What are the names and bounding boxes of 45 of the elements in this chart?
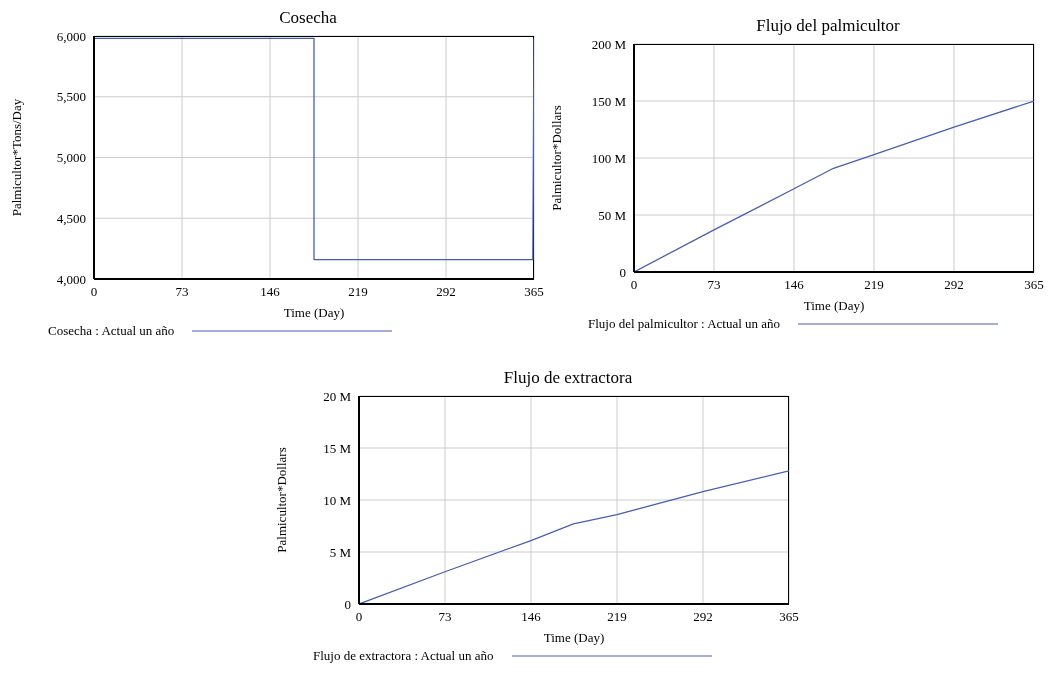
text: Cosecha : Actual un año (48, 323, 175, 339)
y-tick-label: 0 (619, 264, 626, 280)
text: Flujo de extractora : Actual un año (313, 648, 494, 664)
y-tick-label: 5,500 (56, 89, 86, 105)
x-tick-label: 292 (944, 277, 964, 293)
x-tick-label: 219 (864, 277, 884, 293)
chart-title: Cosecha (278, 8, 338, 28)
x-tick-label: 73 (707, 277, 721, 293)
x-tick-label: 146 (521, 609, 542, 625)
x-tick-label: 0 (630, 277, 638, 293)
x-tick-label: 0 (90, 284, 98, 300)
y-tick-label: 0 (344, 596, 351, 612)
y-tick-label: 10 M (323, 492, 352, 508)
x-axis-title: Time (Day) (803, 298, 865, 313)
x-tick-label: 73 (175, 284, 189, 300)
y-tick-label: 150 M (591, 93, 627, 109)
x-axis-title: Time (Day) (543, 630, 605, 645)
x-tick-label: 73 (438, 609, 452, 625)
x-axis-title: Time (Day) (283, 305, 345, 320)
x-tick-label: 292 (436, 284, 456, 300)
chart-title: Flujo del palmicultor (755, 16, 901, 36)
x-tick-label: 146 (260, 284, 281, 300)
x-tick-label: 365 (524, 284, 544, 300)
y-axis-title: Palmicultor*Dollars (548, 105, 564, 211)
y-tick-label: 4,500 (56, 210, 86, 226)
x-tick-label: 219 (348, 284, 368, 300)
x-tick-label: 365 (779, 609, 799, 625)
y-tick-label: 5,000 (56, 150, 86, 166)
y-tick-label: 20 M (323, 388, 352, 404)
x-tick-label: 146 (784, 277, 805, 293)
x-tick-label: 365 (1024, 277, 1044, 293)
y-tick-label: 5 M (329, 544, 352, 560)
text: Flujo del palmicultor : Actual un año (588, 316, 781, 332)
y-tick-label: 200 M (591, 36, 627, 52)
chart-title: Flujo de extractora (502, 368, 634, 388)
y-tick-label: 100 M (591, 150, 627, 166)
y-axis-title: Palmicultor*Tons/Day (8, 98, 24, 217)
y-tick-label: 50 M (598, 207, 627, 223)
y-axis-title: Palmicultor*Dollars (273, 447, 289, 553)
y-tick-label: 4,000 (56, 271, 86, 287)
y-tick-label: 15 M (323, 440, 352, 456)
y-tick-label: 6,000 (56, 28, 86, 44)
x-tick-label: 0 (355, 609, 363, 625)
x-tick-label: 219 (607, 609, 627, 625)
x-tick-label: 292 (693, 609, 713, 625)
